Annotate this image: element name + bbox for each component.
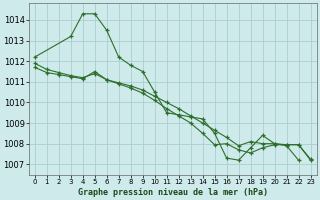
X-axis label: Graphe pression niveau de la mer (hPa): Graphe pression niveau de la mer (hPa)	[78, 188, 268, 197]
